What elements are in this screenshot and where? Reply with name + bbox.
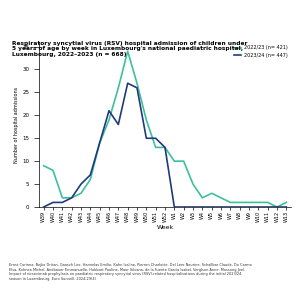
Legend: 2022/23 (n= 421), 2023/24 (n= 447): 2022/23 (n= 421), 2023/24 (n= 447) [233,44,289,59]
X-axis label: Week: Week [156,225,174,230]
Y-axis label: Number of hospital admissions: Number of hospital admissions [14,86,20,163]
Text: Respiratory syncytial virus (RSV) hospital admission of children under
5 years o: Respiratory syncytial virus (RSV) hospit… [12,40,247,57]
Text: Ernst Corinna, Bejko Dritan, Gaasch Leo, Hannelas Emilie, Kahn Isaline, Pierron : Ernst Corinna, Bejko Dritan, Gaasch Leo,… [9,263,252,281]
Text: ★  Eurosurveillance: ★ Eurosurveillance [9,11,117,21]
